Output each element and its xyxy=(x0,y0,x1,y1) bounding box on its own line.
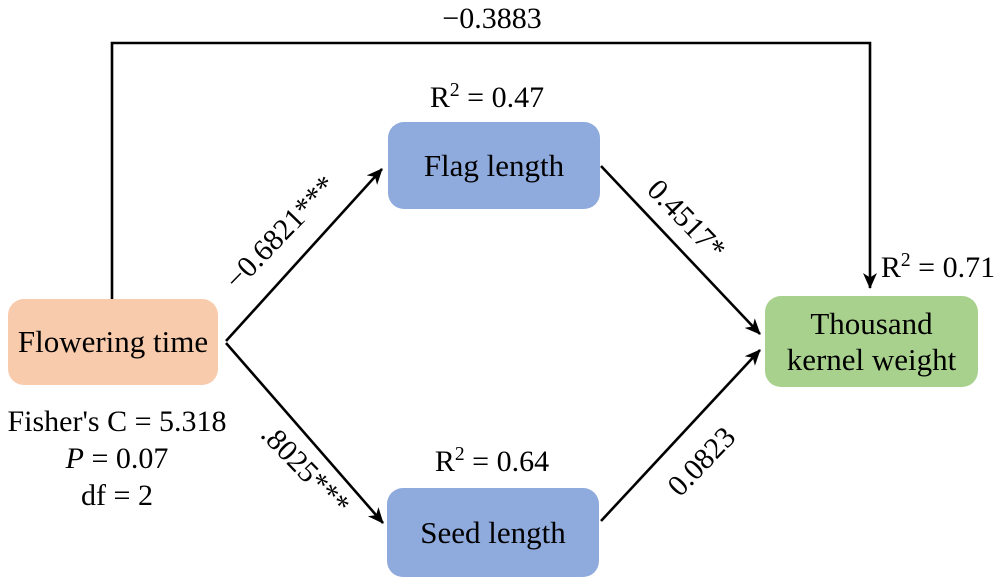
node-tkw-label-line1: Thousand xyxy=(810,306,933,342)
edge-seed-to-tkw-path xyxy=(600,349,761,522)
fisher-c-line: Fisher's C = 5.318 xyxy=(7,405,227,438)
p-value-line: P = 0.07 xyxy=(65,442,169,475)
node-flowering-time-label: Flowering time xyxy=(17,324,209,360)
fit-stats: Fisher's C = 5.318 P = 0.07 df = 2 xyxy=(0,403,234,514)
edge-flag-to-tkw-path xyxy=(600,165,761,335)
edge-flowering-to-seed-path xyxy=(225,342,384,524)
edge-label-flowering-to-tkw: −0.3883 xyxy=(442,2,542,35)
edge-flowering-to-tkw-path xyxy=(110,41,877,299)
node-flag-length: Flag length xyxy=(388,122,600,209)
df-line: df = 2 xyxy=(81,479,153,512)
node-seed-length-label: Seed length xyxy=(420,514,566,550)
node-flowering-time: Flowering time xyxy=(8,299,218,385)
node-flag-length-label: Flag length xyxy=(423,147,565,183)
edge-flowering-to-flag-path xyxy=(225,168,383,342)
node-seed-length: Seed length xyxy=(387,488,599,577)
r2-label-thousand-kernel-weight: R2 = 0.71 xyxy=(880,250,996,284)
r2-label-seed-length: R2 = 0.64 xyxy=(434,444,550,478)
node-thousand-kernel-weight: Thousand kernel weight xyxy=(765,296,978,387)
node-tkw-label-line2: kernel weight xyxy=(786,341,957,377)
r2-label-flag-length: R2 = 0.47 xyxy=(429,80,545,114)
